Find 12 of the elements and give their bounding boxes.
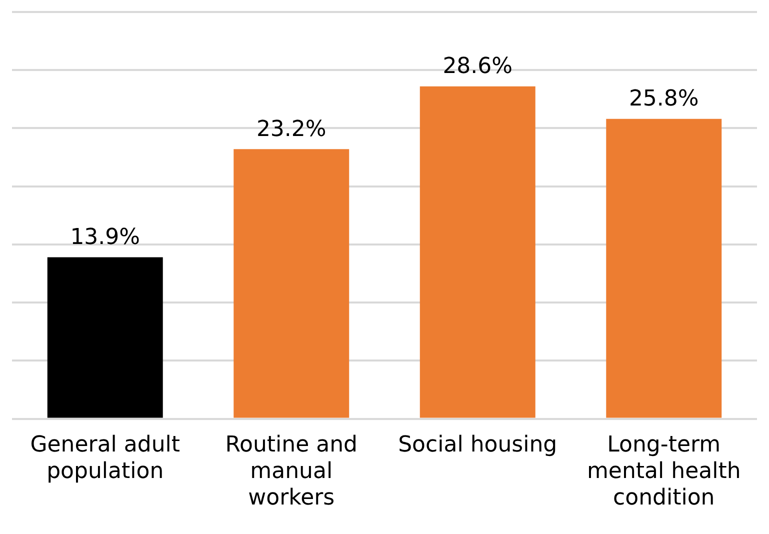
- data-label: 25.8%: [628, 86, 699, 112]
- data-label: 28.6%: [442, 54, 513, 80]
- bar: [606, 118, 722, 418]
- bar: [47, 257, 163, 418]
- bar: [420, 86, 536, 418]
- bar: [234, 149, 350, 418]
- data-label: 13.9%: [70, 224, 140, 250]
- x-tick-label: General adult population: [30, 432, 180, 484]
- x-tick-label: Long-term mental health condition: [586, 432, 741, 511]
- x-tick-label: Routine and manual workers: [225, 432, 358, 511]
- data-label: 23.2%: [256, 116, 326, 142]
- x-tick-label: Social housing: [398, 432, 558, 458]
